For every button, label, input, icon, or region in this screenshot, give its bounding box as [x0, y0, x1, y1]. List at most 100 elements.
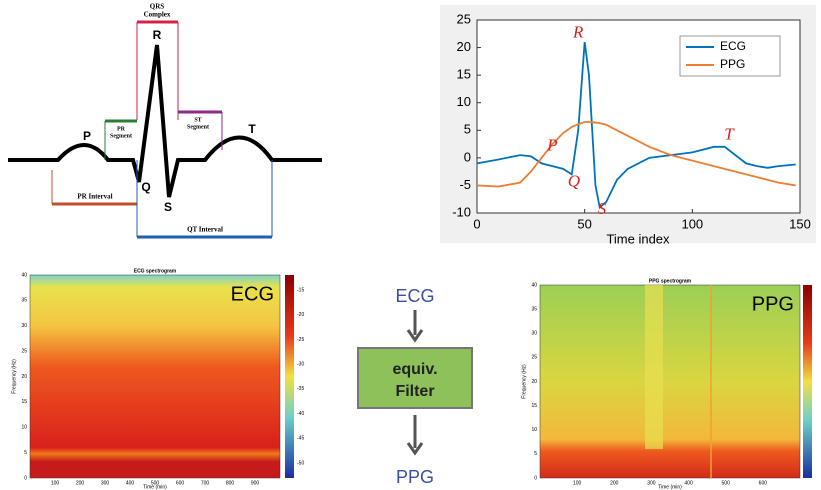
- arrow: [406, 310, 424, 343]
- x-label: Time index: [606, 231, 670, 246]
- cbar-tick-label: -45: [297, 436, 304, 442]
- label: PR Interval: [77, 193, 112, 201]
- x-tick-label: 100: [573, 480, 582, 486]
- y-tick-label: 0: [24, 475, 27, 481]
- label: Segment: [110, 133, 132, 139]
- series-line: [476, 41, 796, 210]
- legend-label: ECG: [720, 39, 746, 53]
- spectrogram: [539, 284, 801, 479]
- annotation: Q: [568, 172, 580, 191]
- x-tick-label: 400: [126, 480, 135, 486]
- flow: ECG equiv. Filter PPG: [357, 286, 473, 487]
- filter-box: [357, 347, 473, 409]
- spectrogram: [29, 274, 281, 479]
- spectrogram-label: PPG: [752, 293, 794, 315]
- cbar-tick-label: -35: [297, 386, 304, 392]
- spectrogram-title: ECG spectrogram: [134, 268, 177, 274]
- y-tick-label: 25: [21, 348, 27, 354]
- y-tick-label: 0: [534, 475, 537, 481]
- y-label: Frequency (Hz): [521, 364, 527, 399]
- label: Q: [141, 180, 150, 194]
- x-tick-label: 400: [684, 480, 693, 486]
- legend-box: [679, 35, 781, 77]
- y-tick-label: 20: [457, 39, 471, 54]
- label: PPG: [396, 467, 434, 487]
- cbar-tick-label: -25: [297, 337, 304, 343]
- y-tick-label: 0: [464, 149, 471, 164]
- x-tick-label: 200: [610, 480, 619, 486]
- y-tick-label: 5: [464, 122, 471, 137]
- y-tick-label: 35: [21, 298, 27, 304]
- x-tick-label: 200: [76, 480, 85, 486]
- label: PR: [117, 126, 126, 132]
- label: T: [248, 122, 256, 136]
- series-line: [476, 121, 796, 188]
- x-tick-label: 700: [201, 480, 210, 486]
- x-label: Time (min): [658, 484, 682, 490]
- cbar-tick-label: -40: [297, 411, 304, 417]
- x-tick-label: 50: [577, 216, 591, 231]
- spectrogram-label: ECG: [231, 283, 274, 305]
- y-tick-label: 20: [531, 379, 537, 385]
- arrow: [406, 415, 424, 456]
- label: Complex: [144, 11, 171, 19]
- x-tick-label: 900: [251, 480, 260, 486]
- spectrogram-band: [645, 285, 663, 450]
- y-tick-label: 5: [534, 451, 537, 457]
- x-tick-label: 300: [101, 480, 110, 486]
- x-tick-label: 100: [51, 480, 60, 486]
- y-tick-label: 25: [531, 355, 537, 361]
- y-tick-label: 15: [457, 67, 471, 82]
- y-tick-label: -5: [459, 177, 471, 192]
- y-label: Frequency (Hz): [11, 359, 17, 394]
- label: Segment: [187, 124, 209, 130]
- x-tick-label: 800: [226, 480, 235, 486]
- label: QT Interval: [187, 226, 223, 234]
- y-tick-label: -10: [452, 204, 471, 219]
- label: S: [164, 200, 172, 214]
- label: P: [83, 129, 91, 143]
- ecg-diagram: QRS Complex PR Segment ST Segment PR Int…: [8, 3, 322, 239]
- waveform: [8, 44, 322, 198]
- x-label: Time (min): [143, 484, 167, 490]
- y-tick-label: 15: [531, 403, 537, 409]
- cbar-tick-label: -20: [297, 312, 304, 318]
- colorbar: [803, 285, 812, 478]
- x-tick-label: 500: [151, 480, 160, 486]
- label: R: [153, 28, 162, 42]
- spectrogram-title: PPG spectrogram: [649, 278, 692, 284]
- x-tick-label: 300: [647, 480, 656, 486]
- label: Filter: [395, 383, 434, 400]
- x-tick-label: 500: [722, 480, 731, 486]
- label: QRS: [150, 3, 165, 11]
- x-tick-label: 600: [759, 480, 768, 486]
- y-tick-label: 35: [531, 306, 537, 312]
- label: equiv.: [392, 361, 437, 378]
- y-tick-label: 10: [21, 425, 27, 431]
- legend-label: PPG: [720, 57, 745, 71]
- y-tick-label: 10: [457, 94, 471, 109]
- x-tick-label: 100: [681, 216, 703, 231]
- label: ECG: [395, 286, 434, 306]
- y-tick-label: 10: [531, 427, 537, 433]
- colorbar: [285, 275, 294, 478]
- annotation: P: [546, 136, 557, 155]
- cbar-tick-label: -15: [297, 287, 304, 293]
- y-tick-label: 15: [21, 399, 27, 405]
- y-tick-label: 40: [21, 272, 27, 278]
- y-tick-label: 30: [21, 323, 27, 329]
- annotation: S: [598, 199, 607, 218]
- y-tick-label: 5: [24, 450, 27, 456]
- annotation: T: [724, 125, 735, 144]
- x-tick-label: 600: [176, 480, 185, 486]
- cbar-tick-label: -30: [297, 361, 304, 367]
- y-tick-label: 40: [531, 282, 537, 288]
- annotation: R: [572, 23, 584, 42]
- y-tick-label: 30: [531, 331, 537, 337]
- y-tick-label: 20: [21, 374, 27, 380]
- x-tick-label: 0: [473, 216, 480, 231]
- cbar-tick-label: -50: [297, 460, 304, 466]
- y-tick-label: 25: [457, 11, 471, 26]
- x-tick-label: 150: [789, 216, 811, 231]
